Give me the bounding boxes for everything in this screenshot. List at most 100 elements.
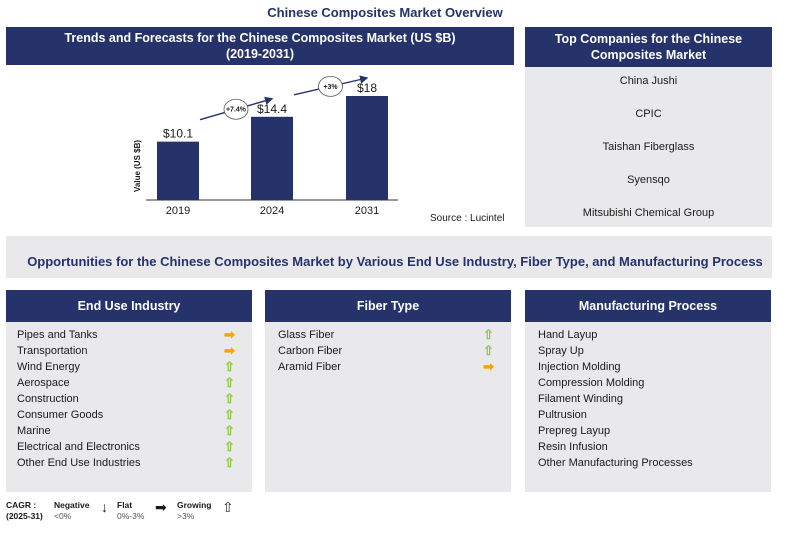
chart-source: Source : Lucintel [430,213,505,224]
list-item: Pipes and Tanks ➡ [17,327,247,343]
y-axis-label: Value (US $B) [133,140,142,192]
companies-body [525,67,772,227]
arrow-up-icon: ⇧ [224,455,235,470]
list-item-label: Marine [17,425,51,437]
legend-cagr: CAGR : (2025-31) [6,500,43,522]
legend-negative: Negative <0% [54,500,89,522]
legend-negative-label: Negative [54,500,90,510]
list-item: Hand Layup [538,329,598,341]
opportunities-banner [6,236,772,278]
cagr-bubble [223,98,249,120]
arrow-up-icon: ⇧ [224,359,235,374]
legend-flat-label: Flat [117,500,133,510]
end-use-header: End Use Industry [6,290,252,322]
list-item: Spray Up [538,345,584,357]
arrow-up-icon: ⇧ [222,499,234,515]
legend-flat: Flat 0%-3% [117,500,144,522]
list-item-label: Aerospace [17,377,70,389]
process-body [525,322,771,492]
legend-period: (2025-31) [6,511,43,521]
companies-title: Top Companies for the Chinese Composites… [554,32,743,62]
legend-growing: Growing >3% [177,500,211,522]
list-item: Prepreg Layup [538,425,611,437]
company-item: Syensqo [627,174,670,186]
cagr-bubble-label: +3% [323,84,338,91]
list-item-label: Pipes and Tanks [17,329,98,341]
arrow-up-icon: ⇧ [224,375,235,390]
bar-2024 [251,116,293,200]
cagr-bubble [318,75,343,97]
arrow-up-icon: ⇧ [483,327,494,342]
end-use-body [6,322,252,492]
list-item: Transportation ➡ [17,343,247,359]
end-use-title: End Use Industry [77,299,181,313]
arrow-up-icon: ⇧ [224,439,235,454]
legend-flat-range: 0%-3% [117,511,145,521]
legend-growing-label: Growing [177,500,212,510]
list-item-label: Glass Fiber [278,329,335,341]
end-use-list: Pipes and Tanks ➡ Transportation ➡ Wind Ener… [17,327,247,471]
list-item-label: Aramid Fiber [278,361,341,373]
company-item: CPIC [635,108,662,120]
cagr-bubble-label: +7.4% [226,107,247,114]
fiber-header: Fiber Type [265,290,511,322]
list-item: Consumer Goods ⇧ [17,407,247,423]
list-item-label: Other End Use Industries [17,457,141,469]
page-title: Chinese Composites Market Overview [267,5,503,20]
legend-negative-range: <0% [54,511,72,521]
company-item: China Jushi [619,75,678,87]
list-item: Glass Fiber ⇧ [278,327,503,343]
x-tick-label: 2031 [355,205,379,217]
list-item: Other End Use Industries ⇧ [17,455,247,471]
list-item-label: Construction [17,393,79,405]
list-item: Injection Molding [538,361,621,373]
chart-panel-header: Trends and Forecasts for the Chinese Com… [6,27,514,65]
list-item-label: Wind Energy [17,361,80,373]
x-tick-label: 2019 [166,205,190,217]
arrow-right-icon: ➡ [155,499,167,515]
list-item: Carbon Fiber ⇧ [278,343,503,359]
legend-cagr-label: CAGR : [6,500,37,510]
list-item: Filament Winding [538,393,623,405]
list-item: Other Manufacturing Processes [538,457,693,469]
arrow-up-icon: ⇧ [224,423,235,438]
list-item: Compression Molding [538,377,645,389]
list-item: Marine ⇧ [17,423,247,439]
list-item-label: Transportation [17,345,88,357]
company-item: Mitsubishi Chemical Group [582,207,715,219]
legend-growing-range: >3% [177,511,195,521]
arrow-right-icon: ➡ [483,359,494,374]
bar-2031 [346,96,388,200]
list-item-label: Carbon Fiber [278,345,343,357]
list-item: Construction ⇧ [17,391,247,407]
process-title: Manufacturing Process [578,299,718,313]
list-item: Aerospace ⇧ [17,375,247,391]
arrow-up-icon: ⇧ [224,407,235,422]
list-item-label: Consumer Goods [17,409,104,421]
fiber-body [265,322,511,492]
chart-title-line1: Trends and Forecasts for the Chinese Com… [64,31,456,45]
arrow-down-icon: ↓ [101,499,108,515]
process-header: Manufacturing Process [525,290,771,322]
list-item: Wind Energy ⇧ [17,359,247,375]
bar-value-label: $10.1 [163,127,193,141]
arrow-up-icon: ⇧ [224,391,235,406]
opportunities-title: Opportunities for the Chinese Composites… [27,254,763,269]
process-list: Hand Layup Spray Up Injection Molding Compr… [538,327,768,471]
arrow-up-icon: ⇧ [483,343,494,358]
arrow-right-icon: ➡ [224,343,235,358]
list-item: Aramid Fiber ➡ [278,359,503,375]
company-item: Taishan Fiberglass [602,141,695,153]
list-item: Resin Infusion [538,441,608,453]
bar-2019 [157,141,199,200]
list-item: Electrical and Electronics ⇧ [17,439,247,455]
bar-chart: Value (US $B) $10.1 2019 $14.4 2024 $18 2031 +… [133,75,398,217]
fiber-title: Fiber Type [356,299,420,313]
chart-title-line2: (2019-2031) [225,47,295,61]
arrow-right-icon: ➡ [224,327,235,342]
bar-value-label: $18 [357,81,377,95]
list-item: Pultrusion [538,409,587,421]
fiber-list: Glass Fiber ⇧ Carbon Fiber ⇧ Aramid Fiber ➡ [278,327,503,375]
x-tick-label: 2024 [260,205,284,217]
bar-value-label: $14.4 [257,102,287,116]
